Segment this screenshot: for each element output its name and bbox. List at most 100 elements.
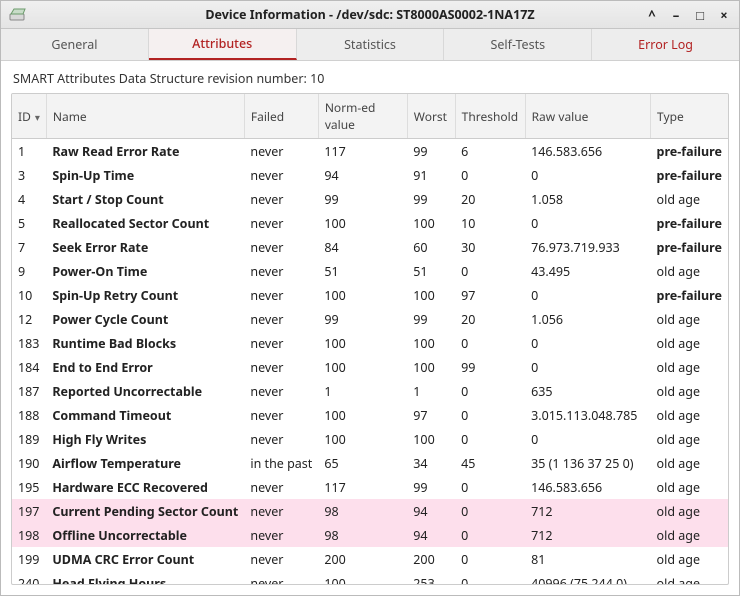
col-header-threshold[interactable]: Threshold <box>455 94 525 139</box>
cell-id: 198 <box>12 523 46 547</box>
cell-type: pre-failure <box>651 211 728 235</box>
table-row[interactable]: 183Runtime Bad Blocksnever10010000old ag… <box>12 331 728 355</box>
cell-raw: 40996 (75 244 0) <box>525 571 650 585</box>
cell-id: 197 <box>12 499 46 523</box>
tab-self-tests[interactable]: Self-Tests <box>444 29 592 60</box>
table-row[interactable]: 198Offline Uncorrectablenever98940712old… <box>12 523 728 547</box>
table-row[interactable]: 1Raw Read Error Ratenever117996146.583.6… <box>12 139 728 164</box>
cell-failed: never <box>244 523 318 547</box>
table-row[interactable]: 5Reallocated Sector Countnever100100100p… <box>12 211 728 235</box>
cell-normed: 100 <box>318 427 407 451</box>
cell-id: 199 <box>12 547 46 571</box>
table-row[interactable]: 12Power Cycle Countnever9999201.056old a… <box>12 307 728 331</box>
cell-name: Command Timeout <box>46 403 244 427</box>
cell-name: Runtime Bad Blocks <box>46 331 244 355</box>
cell-name: Seek Error Rate <box>46 235 244 259</box>
col-header-id[interactable]: ID <box>12 94 46 139</box>
cell-raw: 0 <box>525 283 650 307</box>
table-row[interactable]: 188Command Timeoutnever1009703.015.113.0… <box>12 403 728 427</box>
cell-type: pre-failure <box>651 163 728 187</box>
table-row[interactable]: 10Spin-Up Retry Countnever100100970pre-f… <box>12 283 728 307</box>
cell-failed: never <box>244 403 318 427</box>
cell-raw: 0 <box>525 163 650 187</box>
minimize-icon[interactable]: – <box>669 6 683 24</box>
cell-name: Current Pending Sector Count <box>46 499 244 523</box>
cell-type: old age <box>651 499 728 523</box>
maximize-icon[interactable]: □ <box>693 6 707 24</box>
cell-type: old age <box>651 451 728 475</box>
cell-name: Raw Read Error Rate <box>46 139 244 164</box>
cell-failed: in the past <box>244 451 318 475</box>
cell-failed: never <box>244 427 318 451</box>
col-header-failed[interactable]: Failed <box>244 94 318 139</box>
cell-threshold: 99 <box>455 355 525 379</box>
cell-threshold: 0 <box>455 523 525 547</box>
table-row[interactable]: 9Power-On Timenever5151043.495old age <box>12 259 728 283</box>
tab-statistics[interactable]: Statistics <box>297 29 445 60</box>
cell-name: Reported Uncorrectable <box>46 379 244 403</box>
cell-id: 240 <box>12 571 46 585</box>
cell-id: 184 <box>12 355 46 379</box>
col-header-raw[interactable]: Raw value <box>525 94 650 139</box>
cell-name: Airflow Temperature <box>46 451 244 475</box>
cell-normed: 1 <box>318 379 407 403</box>
cell-failed: never <box>244 283 318 307</box>
cell-normed: 100 <box>318 571 407 585</box>
cell-id: 188 <box>12 403 46 427</box>
tab-attributes[interactable]: Attributes <box>149 29 297 60</box>
table-row[interactable]: 189High Fly Writesnever10010000old age <box>12 427 728 451</box>
cell-name: Offline Uncorrectable <box>46 523 244 547</box>
cell-type: pre-failure <box>651 139 728 164</box>
cell-id: 5 <box>12 211 46 235</box>
table-row[interactable]: 187Reported Uncorrectablenever110635old … <box>12 379 728 403</box>
col-header-worst[interactable]: Worst <box>407 94 455 139</box>
table-row[interactable]: 240Head Flying Hoursnever100253040996 (7… <box>12 571 728 585</box>
window-title: Device Information - /dev/sdc: ST8000AS0… <box>1 6 739 23</box>
tab-error-log[interactable]: Error Log <box>592 29 739 60</box>
attributes-table: ID Name Failed Norm-ed value Worst Thres… <box>11 93 729 585</box>
tab-general[interactable]: General <box>1 29 149 60</box>
table-row[interactable]: 199UDMA CRC Error Countnever200200081old… <box>12 547 728 571</box>
cell-raw: 43.495 <box>525 259 650 283</box>
cell-id: 12 <box>12 307 46 331</box>
cell-threshold: 0 <box>455 475 525 499</box>
cell-normed: 99 <box>318 187 407 211</box>
table-row[interactable]: 195Hardware ECC Recoverednever117990146.… <box>12 475 728 499</box>
table-row[interactable]: 190Airflow Temperaturein the past6534453… <box>12 451 728 475</box>
cell-failed: never <box>244 571 318 585</box>
cell-worst: 99 <box>407 139 455 164</box>
cell-failed: never <box>244 331 318 355</box>
cell-name: Power Cycle Count <box>46 307 244 331</box>
cell-failed: never <box>244 163 318 187</box>
cell-id: 190 <box>12 451 46 475</box>
cell-raw: 0 <box>525 355 650 379</box>
close-icon[interactable]: × <box>717 6 731 24</box>
cell-name: Spin-Up Retry Count <box>46 283 244 307</box>
titlebar: Device Information - /dev/sdc: ST8000AS0… <box>1 1 739 29</box>
content-area: SMART Attributes Data Structure revision… <box>1 61 739 595</box>
table-row[interactable]: 184End to End Errornever100100990old age <box>12 355 728 379</box>
cell-type: old age <box>651 427 728 451</box>
col-header-name[interactable]: Name <box>46 94 244 139</box>
app-icon <box>9 8 27 22</box>
col-header-type[interactable]: Type <box>651 94 728 139</box>
cell-threshold: 97 <box>455 283 525 307</box>
col-header-normed[interactable]: Norm-ed value <box>318 94 407 139</box>
cell-id: 187 <box>12 379 46 403</box>
cell-type: old age <box>651 331 728 355</box>
table-row[interactable]: 7Seek Error Ratenever84603076.973.719.93… <box>12 235 728 259</box>
cell-worst: 100 <box>407 211 455 235</box>
cell-failed: never <box>244 307 318 331</box>
cell-id: 4 <box>12 187 46 211</box>
cell-normed: 100 <box>318 331 407 355</box>
table-row[interactable]: 197Current Pending Sector Countnever9894… <box>12 499 728 523</box>
table-row[interactable]: 4Start / Stop Countnever9999201.058old a… <box>12 187 728 211</box>
cell-id: 195 <box>12 475 46 499</box>
table-row[interactable]: 3Spin-Up Timenever949100pre-failure <box>12 163 728 187</box>
cell-normed: 117 <box>318 475 407 499</box>
cell-id: 183 <box>12 331 46 355</box>
cell-failed: never <box>244 211 318 235</box>
roll-up-icon[interactable]: ^ <box>645 6 659 24</box>
table-header-row: ID Name Failed Norm-ed value Worst Thres… <box>12 94 728 139</box>
cell-threshold: 0 <box>455 499 525 523</box>
